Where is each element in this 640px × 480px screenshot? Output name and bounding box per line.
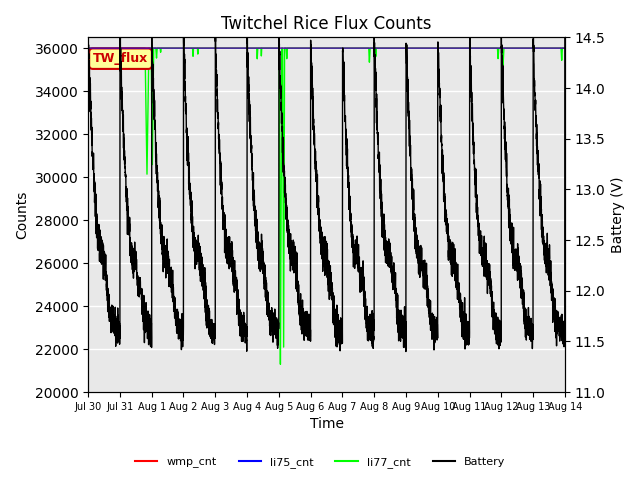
li77_cnt xyxy=(171,45,179,51)
Legend: wmp_cnt, li75_cnt, li77_cnt, Battery: wmp_cnt, li75_cnt, li77_cnt, Battery xyxy=(131,452,509,472)
Line: Battery: Battery xyxy=(88,27,565,351)
Battery xyxy=(561,29,569,35)
li77_cnt xyxy=(84,45,92,51)
li77_cnt xyxy=(476,45,484,51)
Battery xyxy=(402,348,410,354)
Battery xyxy=(476,231,484,237)
wmp_cnt xyxy=(84,45,92,51)
Battery xyxy=(266,318,274,324)
Battery xyxy=(370,323,378,328)
li77_cnt xyxy=(440,45,448,51)
li75_cnt xyxy=(476,45,484,51)
li77_cnt xyxy=(276,361,284,367)
Y-axis label: Counts: Counts xyxy=(15,191,29,239)
Title: Twitchel Rice Flux Counts: Twitchel Rice Flux Counts xyxy=(221,15,432,33)
wmp_cnt xyxy=(171,45,179,51)
li77_cnt xyxy=(266,45,274,51)
Y-axis label: Battery (V): Battery (V) xyxy=(611,177,625,253)
wmp_cnt xyxy=(394,45,402,51)
li75_cnt xyxy=(171,45,179,51)
li75_cnt xyxy=(266,45,274,51)
X-axis label: Time: Time xyxy=(310,418,344,432)
wmp_cnt xyxy=(440,45,447,51)
wmp_cnt xyxy=(476,45,484,51)
Battery xyxy=(394,316,402,322)
Battery xyxy=(440,192,448,198)
wmp_cnt xyxy=(370,45,378,51)
li75_cnt xyxy=(84,45,92,51)
li75_cnt xyxy=(370,45,378,51)
wmp_cnt xyxy=(561,45,569,51)
Line: li77_cnt: li77_cnt xyxy=(88,48,565,364)
Battery xyxy=(84,24,92,30)
li77_cnt xyxy=(394,45,402,51)
li77_cnt xyxy=(561,45,569,51)
li75_cnt xyxy=(440,45,447,51)
li75_cnt xyxy=(561,45,569,51)
Battery xyxy=(171,303,179,309)
li77_cnt xyxy=(371,45,378,51)
Text: TW_flux: TW_flux xyxy=(93,52,148,65)
li75_cnt xyxy=(394,45,402,51)
wmp_cnt xyxy=(266,45,274,51)
